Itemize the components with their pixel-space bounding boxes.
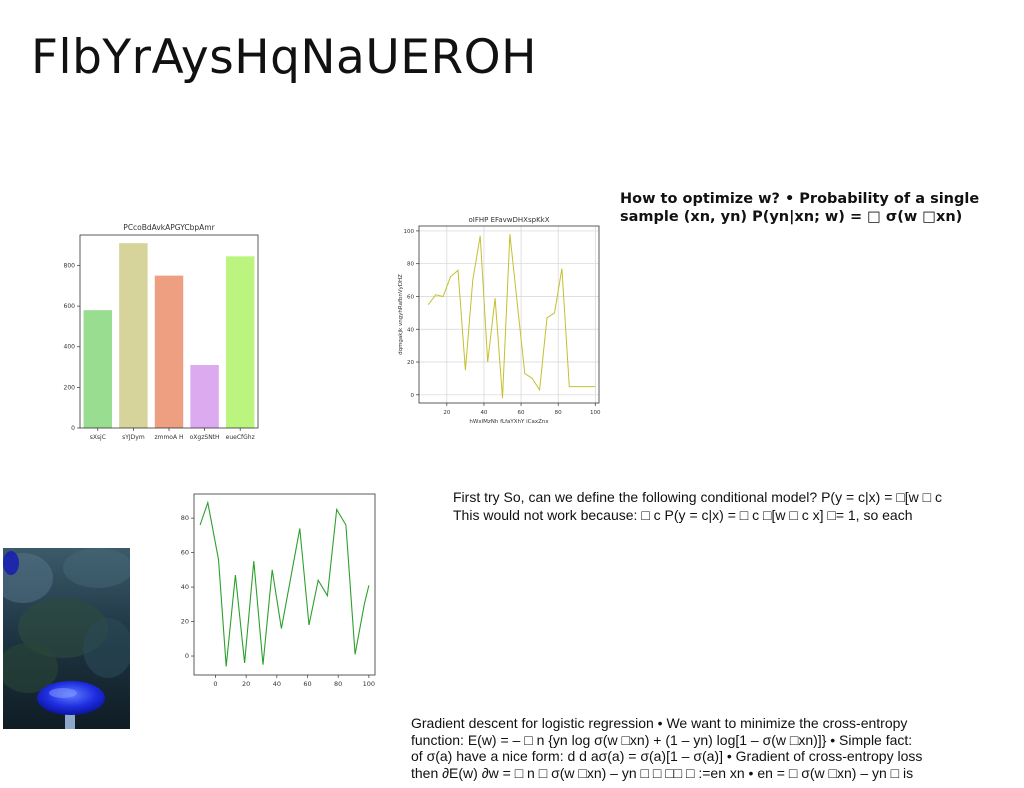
bar — [119, 243, 148, 428]
y-axis-label: dqmgakjk vngyhRafbnVyDHZ — [398, 274, 404, 355]
y-tick-label: 100 — [404, 229, 415, 235]
bar — [154, 275, 184, 428]
y-tick-label: 800 — [64, 262, 76, 269]
series-line — [199, 500, 370, 667]
plot-frame — [79, 234, 259, 429]
y-tick-label: 0 — [71, 425, 75, 432]
x-tick-label: 40 — [273, 680, 281, 688]
plot-frame — [418, 225, 600, 404]
bar — [190, 365, 219, 428]
x-tick-label: 20 — [242, 680, 250, 688]
bar — [83, 310, 113, 428]
x-tick-label: sXsjC — [90, 434, 106, 441]
y-tick-label: 60 — [181, 549, 189, 557]
x-tick-label: 20 — [443, 410, 450, 416]
text-line: function: E(w) = – □ n {yn log σ(w □xn) … — [411, 731, 913, 748]
chart-title: PCcoBdAvkAPGYCbpAmr — [123, 223, 215, 232]
text-line: This would not work because: □ c P(y = c… — [453, 507, 913, 523]
y-tick-label: 80 — [181, 514, 189, 522]
y-tick-label: 20 — [181, 618, 189, 626]
text-line: sample (xn, yn) P(yn|xn; w) = □ σ(w □xn) — [620, 209, 963, 225]
gradient-descent-text-block: Gradient descent for logistic regression… — [411, 715, 1024, 781]
x-tick-label: oXgzSNtH — [190, 434, 220, 441]
text-line: How to optimize w? • Probability of a si… — [620, 191, 980, 207]
x-tick-label: sYJDym — [122, 434, 145, 441]
y-tick-label: 400 — [64, 344, 76, 351]
text-line: of σ(a) have a nice form: d d aσ(a) = σ(… — [411, 748, 923, 764]
y-tick-label: 600 — [64, 303, 76, 310]
text-line: then ∂E(w) ∂w = □ n □ σ(w □xn) – yn □ □ … — [411, 764, 914, 781]
series-line — [427, 234, 596, 399]
y-tick-label: 80 — [407, 262, 414, 268]
bar-chart: PCcoBdAvkAPGYCbpAmr sXsjC sYJDym zmmoA H oXg… — [64, 223, 259, 441]
mushroom-photo — [3, 548, 130, 729]
text-line: First try So, can we define the followin… — [453, 489, 942, 505]
x-tick-label: 80 — [334, 680, 342, 688]
optimize-text-block: How to optimize w? • Probability of a si… — [620, 190, 1024, 226]
plot-frame — [193, 493, 376, 676]
x-tick-label: 100 — [590, 410, 601, 416]
first-try-text-block: First try So, can we define the followin… — [453, 488, 1024, 524]
slide-title: FlbYrAysHqNaUEROH — [31, 30, 537, 85]
x-tick-label: 60 — [303, 680, 311, 688]
x-tick-label: 40 — [480, 410, 487, 416]
x-axis-label: hWxlMzNh fLfaYXhY iCaxZnx — [469, 419, 549, 425]
y-tick-label: 0 — [411, 393, 415, 399]
bar — [225, 256, 255, 428]
chart-title: oIFHP EFavwDHXspKkX — [468, 216, 549, 224]
line-chart-green: 0 20 40 60 80 100 0 20 40 60 80 — [181, 493, 376, 688]
text-line: Gradient descent for logistic regression… — [411, 715, 908, 731]
x-tick-label: 100 — [363, 680, 375, 688]
x-tick-label: 60 — [518, 410, 525, 416]
y-tick-label: 40 — [407, 327, 414, 333]
line-chart-yellow: oIFHP EFavwDHXspKkX 20 40 60 80 100 0 20 40 60 80 1… — [398, 216, 601, 425]
x-tick-label: eueCfGhz — [226, 434, 255, 441]
x-tick-label: zmmoA H — [154, 434, 183, 441]
y-tick-label: 200 — [64, 384, 76, 391]
x-tick-label: 80 — [555, 410, 562, 416]
x-tick-label: 0 — [213, 680, 217, 688]
y-tick-label: 60 — [407, 294, 414, 300]
y-tick-label: 40 — [181, 583, 189, 591]
y-tick-label: 0 — [185, 652, 189, 660]
y-tick-label: 20 — [407, 360, 414, 366]
